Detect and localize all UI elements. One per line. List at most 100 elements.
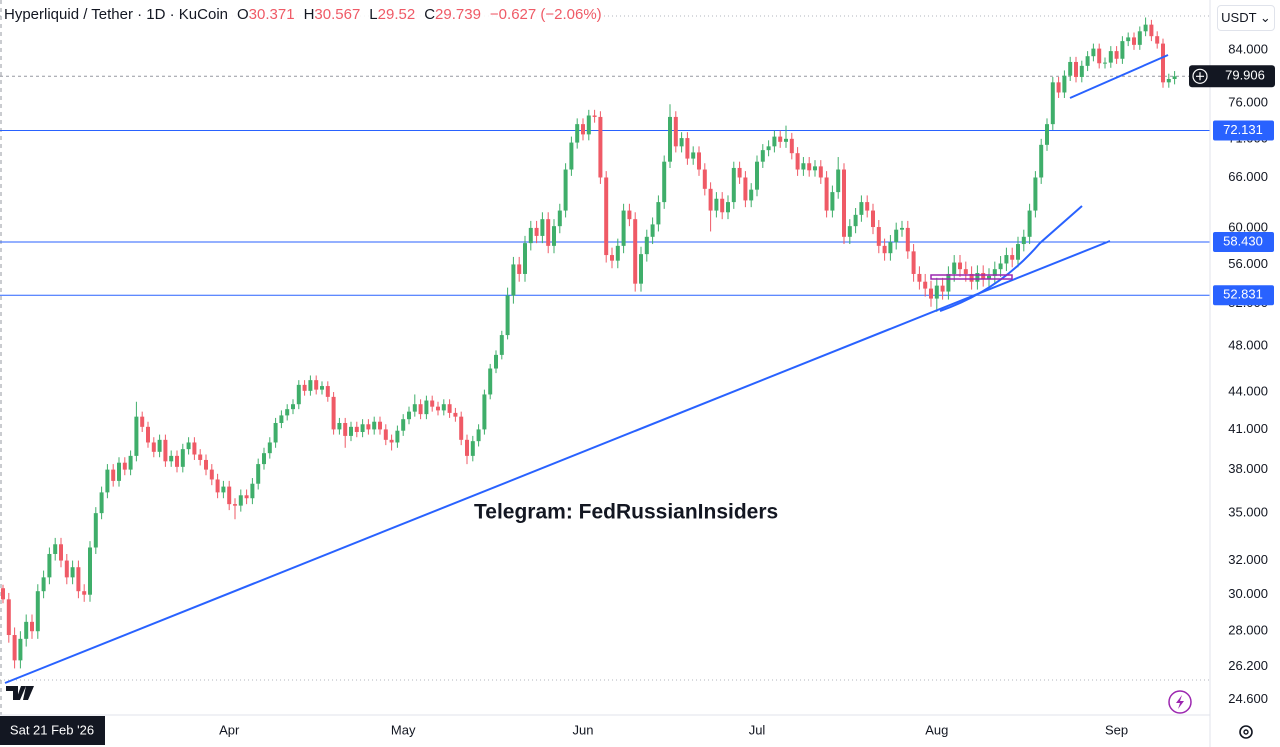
candle-body [64, 560, 69, 578]
ohlc-key: H [303, 6, 315, 23]
candle-body [749, 189, 754, 201]
candle-body [314, 380, 319, 390]
candle-body [813, 166, 817, 171]
ohlc-key: C [424, 6, 436, 23]
candle-body [163, 439, 168, 462]
candle-body [169, 455, 174, 462]
symbol-title: Hyperliquid / Tether · 1D · KuCoin [4, 6, 228, 23]
last-price-bg [1189, 65, 1275, 88]
candle-body [900, 227, 904, 230]
candle-body [1126, 37, 1131, 42]
candle-body [1039, 144, 1044, 178]
candle-body [610, 255, 614, 261]
currency-button[interactable]: USDT ⌄ [1217, 5, 1275, 31]
x-tick-label: Jun [573, 722, 594, 737]
candle-body [117, 462, 121, 481]
settings-icon[interactable] [1239, 725, 1253, 739]
candle-body [221, 486, 226, 493]
candle-body [784, 138, 788, 142]
level-label-bg [1213, 285, 1274, 306]
candle-body [134, 416, 139, 456]
candle-body [668, 116, 672, 162]
candle-body [53, 544, 58, 554]
candle-body [934, 285, 939, 299]
candle-body [830, 192, 835, 211]
ohlc-value: 30.371 [248, 6, 295, 23]
candle-body [343, 422, 348, 436]
candle-body [1166, 78, 1171, 83]
candle-body [760, 150, 765, 162]
ohlc-key: O [237, 6, 249, 23]
candle-body [256, 464, 261, 484]
candle-body [227, 486, 232, 505]
candle-body [557, 210, 562, 227]
range-box [930, 274, 1013, 280]
candle-body [465, 439, 469, 456]
candle-body [836, 169, 841, 193]
candle-body [1033, 177, 1038, 211]
candle-body [697, 152, 701, 170]
candle-body [905, 227, 910, 252]
crosshair-date: Sat 21 Feb '26 [10, 722, 94, 737]
gear-hub[interactable] [1243, 729, 1249, 735]
candle-body [308, 380, 313, 391]
candle-body [383, 429, 388, 440]
candle-body [1120, 41, 1125, 59]
candle-body [581, 124, 585, 135]
candle-body [685, 138, 690, 159]
candle-body [151, 442, 156, 452]
candle-body [871, 210, 875, 228]
candle-body [969, 273, 974, 282]
candle-body [1172, 76, 1177, 79]
drawings [4, 54, 1169, 684]
candle-body [244, 495, 249, 499]
tv-logo [6, 686, 34, 700]
candle-body [929, 288, 933, 299]
icon-bolt[interactable] [1176, 695, 1184, 709]
candle-body [755, 161, 759, 190]
candle-body [337, 422, 342, 430]
candle-body [273, 422, 278, 443]
level-label-bg [1213, 231, 1274, 252]
candle-body [1010, 255, 1015, 260]
candles [1, 17, 1177, 669]
candle-body [952, 262, 957, 274]
candle-body [476, 429, 481, 442]
candle-body [940, 285, 945, 292]
candle-body [766, 146, 771, 151]
candle-body [992, 269, 997, 276]
candle-body [6, 599, 11, 636]
lightning-icon[interactable] [1168, 690, 1192, 714]
candle-body [430, 400, 435, 407]
candle-body [1132, 37, 1136, 45]
candle-body [633, 219, 638, 284]
candle-body [47, 553, 52, 578]
candle-body [546, 219, 551, 246]
gear[interactable] [1239, 725, 1253, 739]
candle-body [499, 335, 504, 355]
candle-body [673, 116, 678, 147]
candle-body [894, 229, 899, 243]
candle-body [1143, 24, 1148, 32]
candle-body [1149, 24, 1154, 37]
icon-ring[interactable] [1168, 690, 1192, 714]
currency[interactable]: USDT [1221, 10, 1257, 25]
candle-body [720, 198, 725, 213]
level-label: 72.131 [1223, 122, 1263, 137]
candle-body [93, 513, 98, 548]
candle-body [1114, 51, 1119, 59]
candle-body [140, 416, 145, 427]
candle-body [795, 153, 800, 170]
candle-body [331, 396, 336, 430]
candle-body [505, 295, 510, 336]
candle-body [528, 227, 533, 244]
candle-body [192, 442, 197, 455]
candle-body [650, 224, 655, 237]
candle-body [963, 269, 968, 274]
y-tick-label: 66.000 [1228, 169, 1268, 184]
candle-body [70, 567, 75, 578]
candle-body [82, 591, 87, 595]
candle-body [279, 415, 284, 423]
candle-body [59, 544, 63, 561]
